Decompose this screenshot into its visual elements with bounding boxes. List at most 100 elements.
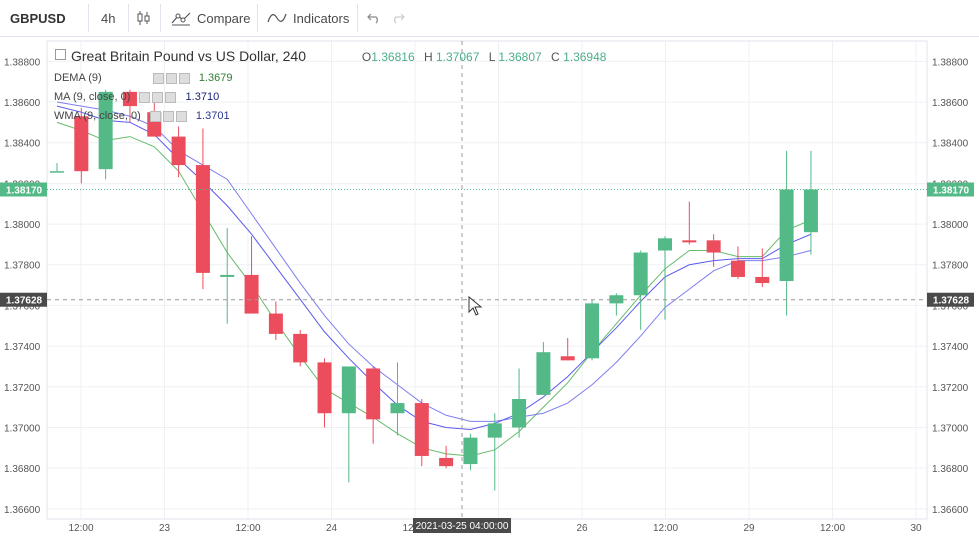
candle-body (366, 368, 381, 420)
candle (268, 301, 283, 341)
candle (487, 413, 502, 491)
series-line (56, 121, 812, 457)
candle-body (244, 274, 259, 314)
time-tick-label: 23 (159, 523, 171, 534)
price-label-text: 1.38170 (6, 185, 43, 196)
candle-body (74, 116, 89, 172)
low-label: L (488, 50, 495, 64)
time-tick-label: 12:00 (68, 523, 93, 534)
price-tick-label: 1.37000 (4, 423, 41, 434)
chart-title: Great Britain Pound vs US Dollar, 240 (71, 48, 307, 64)
time-tick-label: 24 (326, 523, 338, 534)
indicator-value: 1.3710 (185, 91, 220, 103)
symbol-label: GBPUSD (10, 10, 66, 26)
candle-body (171, 136, 186, 166)
symbol-search-button[interactable]: GBPUSD (10, 0, 66, 36)
candle-body (779, 189, 794, 282)
chart-type-button[interactable] (137, 0, 151, 36)
indicator-legend-dema[interactable]: DEMA (9) 1.3679 (54, 72, 232, 84)
price-tick-label: 1.38800 (932, 57, 969, 68)
candle (536, 342, 551, 395)
indicator-label: WMA (9, close, 0) (54, 110, 141, 122)
time-label-text: 2021-03-25 04:00:00 (416, 521, 509, 532)
candle (171, 126, 186, 178)
indicators-icon (267, 13, 287, 23)
time-tick-label: 30 (910, 523, 922, 534)
undo-button[interactable] (367, 0, 381, 36)
right-price-axis: 1.388001.386001.384001.382001.380001.378… (932, 57, 969, 515)
price-tick-label: 1.38400 (4, 139, 41, 150)
price-label-text: 1.37628 (6, 296, 43, 307)
candle-body (633, 252, 648, 296)
time-tick-label: 12:00 (653, 523, 678, 534)
price-labels: 1.38170 1.38170 1.37628 1.37628 2021-03-25 0… (0, 182, 974, 533)
price-tick-label: 1.36600 (4, 505, 41, 516)
open-value: 1.36816 (371, 50, 415, 64)
candle-body (220, 274, 235, 277)
interval-button[interactable]: 4h (101, 0, 115, 36)
price-tick-label: 1.37800 (932, 261, 969, 272)
candle-body (414, 403, 429, 456)
candle (779, 150, 794, 316)
price-tick-label: 1.37600 (932, 301, 969, 312)
visibility-icon[interactable] (165, 72, 177, 84)
mouse-cursor-icon (468, 295, 483, 316)
settings-icon[interactable] (152, 72, 164, 84)
price-chart[interactable]: 1.388001.386001.384001.382001.380001.378… (0, 37, 979, 536)
price-tick-label: 1.38000 (4, 220, 41, 231)
indicators-button[interactable]: Indicators (267, 0, 349, 36)
indicator-label: MA (9, close, 0) (54, 91, 131, 103)
toolbar-divider (257, 4, 258, 32)
candle (244, 236, 259, 314)
price-tick-label: 1.37200 (932, 383, 969, 394)
redo-button[interactable] (391, 0, 405, 36)
indicators-label: Indicators (293, 10, 350, 26)
price-label-box (927, 182, 974, 197)
price-tick-label: 1.38600 (932, 98, 969, 109)
candle (633, 250, 648, 330)
indicator-legend-ma[interactable]: MA (9, close, 0) 1.3710 (54, 91, 219, 103)
candle (585, 299, 600, 361)
candle-body (512, 398, 527, 428)
visibility-icon[interactable] (152, 91, 164, 103)
candle (706, 234, 721, 267)
toolbar-divider (88, 4, 89, 32)
settings-icon[interactable] (139, 91, 151, 103)
interval-label: 4h (101, 10, 116, 26)
toolbar-divider (357, 4, 358, 32)
price-tick-label: 1.37800 (4, 261, 41, 272)
candle (609, 293, 624, 316)
candle-body (536, 352, 551, 395)
price-tick-label: 1.37400 (4, 342, 41, 353)
price-tick-label: 1.36800 (4, 464, 41, 475)
price-tick-label: 1.38400 (932, 139, 969, 150)
compare-label: Compare (197, 10, 251, 26)
toolbar-divider (128, 4, 129, 32)
time-label-box (413, 518, 511, 533)
compare-button[interactable]: Compare (170, 0, 250, 36)
close-icon[interactable] (165, 91, 177, 103)
price-tick-label: 1.37600 (4, 301, 41, 312)
visibility-icon[interactable] (162, 110, 174, 122)
close-value: 1.36948 (563, 50, 607, 64)
price-label-box (0, 292, 47, 307)
redo-icon (394, 13, 405, 24)
candle-body (268, 313, 283, 334)
price-tick-label: 1.38600 (4, 98, 41, 109)
series-line (56, 105, 812, 431)
candle (755, 248, 770, 288)
candle-body (341, 366, 356, 414)
close-icon[interactable] (178, 72, 190, 84)
time-tick-label: 12:00 (820, 523, 845, 534)
candle (463, 433, 478, 471)
collapse-toggle[interactable] (55, 49, 66, 60)
price-tick-label: 1.37400 (932, 342, 969, 353)
settings-icon[interactable] (149, 110, 161, 122)
close-icon[interactable] (175, 110, 187, 122)
candle (512, 368, 527, 438)
open-label: O (361, 50, 372, 64)
crosshair (47, 41, 927, 519)
candle (390, 362, 405, 436)
candle (803, 150, 818, 255)
indicator-legend-wma[interactable]: WMA (9, close, 0) 1.3701 (54, 110, 230, 122)
